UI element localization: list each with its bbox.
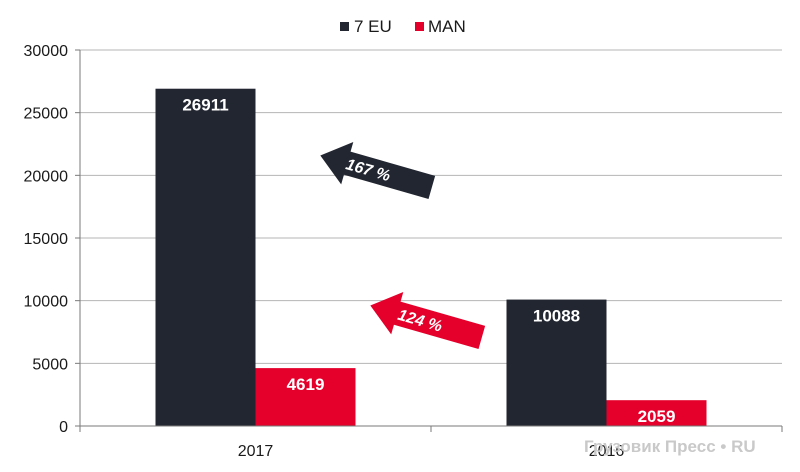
- y-axis-tick-labels: 0 5000 10000 15000 20000 25000 30000: [24, 43, 69, 436]
- bars: [155, 88, 707, 427]
- legend-label-man: MAN: [428, 17, 466, 36]
- watermark: Грузовик Пресс • RU: [584, 437, 756, 456]
- bar: [155, 88, 256, 427]
- legend: 7 EU MAN: [340, 17, 466, 36]
- y-tick-label: 30000: [24, 43, 69, 60]
- data-label: 2059: [638, 407, 676, 426]
- arrow-annotation-167: 167 %: [320, 142, 436, 199]
- y-tick-label: 0: [59, 419, 68, 436]
- legend-swatch-7-eu: [340, 22, 349, 31]
- y-tick-label: 25000: [24, 106, 69, 123]
- arrow-shape-124: [370, 292, 486, 349]
- x-tick-label: 2016: [589, 443, 625, 460]
- axes: [75, 49, 783, 432]
- data-label: 10088: [533, 307, 580, 326]
- data-label: 4619: [287, 375, 325, 394]
- x-axis-tick-labels: 2017 2016: [238, 443, 625, 460]
- bar: [506, 299, 607, 426]
- data-label: 26911: [182, 96, 228, 115]
- y-tick-label: 15000: [24, 231, 69, 248]
- x-tick-label: 2017: [238, 443, 274, 460]
- y-tick-label: 5000: [32, 356, 68, 373]
- arrow-shape-167: [320, 142, 436, 199]
- data-labels: 26911 4619 10088 2059: [182, 96, 675, 426]
- bar: [255, 368, 356, 426]
- y-tick-label: 10000: [24, 294, 69, 311]
- legend-swatch-man: [415, 22, 424, 31]
- bar: [606, 400, 707, 426]
- legend-label-7-eu: 7 EU: [354, 17, 392, 36]
- arrow-annotation-124: 124 %: [370, 292, 486, 349]
- y-tick-label: 20000: [24, 168, 69, 185]
